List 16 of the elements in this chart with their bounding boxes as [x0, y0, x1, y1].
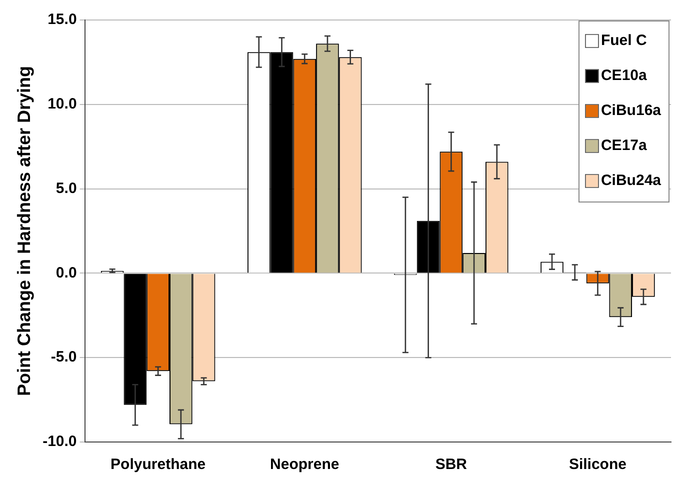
x-tick-label: Neoprene: [270, 456, 340, 474]
legend-label: CE17a: [600, 137, 648, 154]
legend-label: CiBu24a: [600, 172, 662, 190]
y-tick-label: 15.0: [48, 11, 77, 28]
y-tick-label: 0.0: [56, 264, 77, 282]
y-tick-label: 10.0: [48, 96, 77, 113]
x-tick-label: Polyurethane: [110, 456, 206, 474]
y-tick-label: -10.0: [42, 433, 77, 450]
y-tick-label: -5.0: [50, 348, 77, 366]
y-axis-title: Point Change in Hardness after Drying: [14, 66, 34, 396]
legend-label: CiBu16a: [600, 102, 662, 120]
y-tick-label: 5.0: [56, 180, 77, 197]
legend-label: Fuel C: [600, 32, 647, 50]
x-tick-label: SBR: [435, 456, 468, 474]
x-tick-label: Silicone: [568, 456, 626, 474]
legend-label: CE10a: [600, 67, 648, 84]
